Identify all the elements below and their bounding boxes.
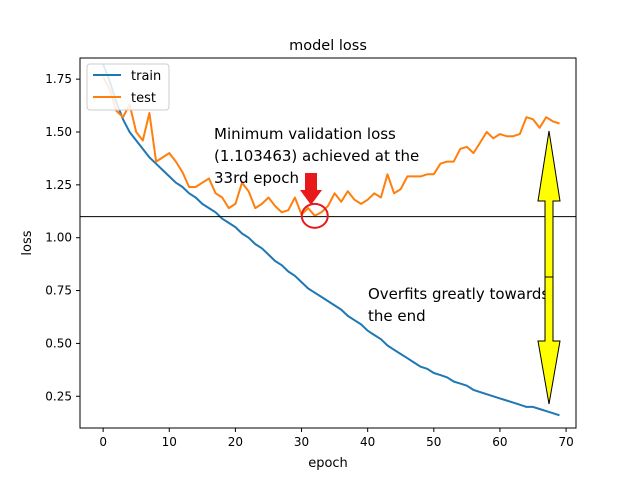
x-tick-label: 50 <box>426 435 441 449</box>
y-axis-label: loss <box>20 230 35 255</box>
legend-train-label: train <box>131 69 161 84</box>
min-loss-down-arrow <box>300 173 322 205</box>
overfit-annotation: Overfits greatly towards the end <box>368 130 561 405</box>
legend-test-label: test <box>131 91 156 106</box>
y-tick-label: 0.50 <box>45 336 72 350</box>
y-tick-label: 0.75 <box>45 284 72 298</box>
min-loss-text-line3: 33rd epoch <box>214 169 299 187</box>
y-tick-label: 0.25 <box>45 389 72 403</box>
x-tick-label: 60 <box>492 435 507 449</box>
x-tick-label: 70 <box>558 435 573 449</box>
axes-frame <box>79 57 577 429</box>
x-axis-label: epoch <box>308 456 348 471</box>
min-loss-circle-marker <box>300 202 329 229</box>
y-axis-ticks: 0.25 0.50 0.75 1.00 1.25 1.50 1.75 <box>45 72 80 403</box>
min-loss-text-line2: (1.103463) achieved at the <box>214 147 419 165</box>
overfit-double-arrow <box>537 130 561 405</box>
y-tick-label: 1.50 <box>45 125 72 139</box>
series-layer <box>102 63 560 417</box>
x-tick-label: 0 <box>99 435 107 449</box>
x-tick-label: 30 <box>294 435 309 449</box>
x-tick-label: 20 <box>228 435 243 449</box>
overfit-text-line2: the end <box>368 307 426 325</box>
min-loss-annotation: Minimum validation loss (1.103463) achie… <box>214 125 419 229</box>
chart-title: model loss <box>289 38 367 54</box>
y-tick-label: 1.00 <box>45 231 72 245</box>
y-tick-label: 1.25 <box>45 178 72 192</box>
series-line-train <box>102 63 560 417</box>
x-tick-label: 10 <box>162 435 177 449</box>
series-line-test <box>102 76 560 217</box>
x-axis-ticks: 0 10 20 30 40 50 60 70 <box>99 428 574 449</box>
min-loss-text-line1: Minimum validation loss <box>214 125 396 143</box>
y-tick-label: 1.75 <box>45 72 72 86</box>
overfit-text-line1: Overfits greatly towards <box>368 285 549 303</box>
legend: train test <box>86 63 170 111</box>
x-tick-label: 40 <box>360 435 375 449</box>
